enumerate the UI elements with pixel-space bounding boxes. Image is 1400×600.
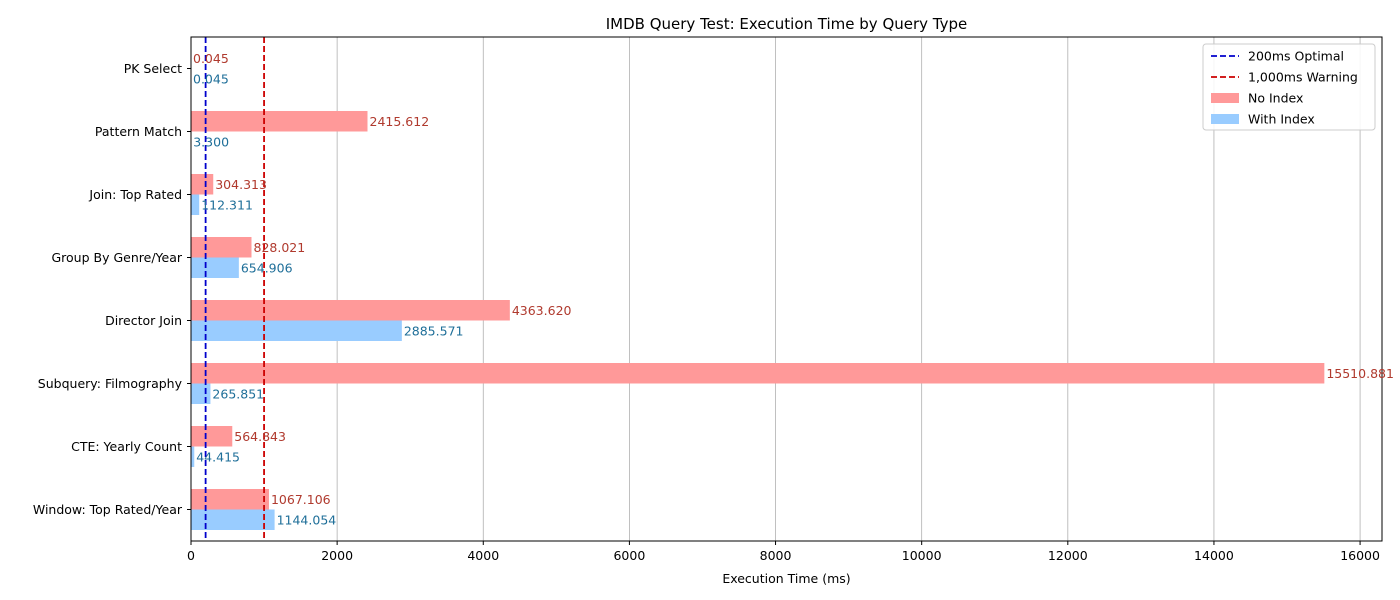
legend-label: No Index [1248, 91, 1303, 106]
data-label: 3.300 [193, 134, 229, 149]
data-label: 564.843 [234, 429, 286, 444]
y-tick-label: PK Select [124, 61, 182, 76]
axes: 0 2000 4000 6000 8000 10000 12000 14000 16000 PK … [33, 61, 1380, 563]
data-label: 1067.106 [271, 492, 331, 507]
bar-no-index [191, 237, 252, 258]
legend-label: With Index [1248, 112, 1315, 127]
data-label: 2885.571 [404, 323, 464, 338]
data-label: 828.021 [254, 240, 306, 255]
legend-box [1202, 43, 1376, 131]
bars [191, 48, 1325, 530]
bar-with-index [191, 320, 402, 341]
x-tick-label: 4000 [467, 548, 499, 563]
x-tick-label: 14000 [1194, 548, 1234, 563]
data-label: 44.415 [196, 449, 240, 464]
plot-frame [190, 36, 1383, 542]
legend-swatch [1211, 93, 1239, 103]
data-label: 1144.054 [277, 512, 337, 527]
bar-no-index [191, 363, 1325, 384]
x-tick-label: 2000 [321, 548, 353, 563]
data-label: 15510.881 [1326, 366, 1394, 381]
legend: 200ms Optimal 1,000ms Warning No Index With… [1202, 43, 1376, 131]
value-labels: 0.045 0.045 2415.612 3.300 304.313 112.311 828… [193, 51, 1394, 528]
y-tick-label: Subquery: Filmography [38, 376, 183, 391]
y-tick-label: Window: Top Rated/Year [33, 502, 183, 517]
x-tick-label: 8000 [760, 548, 792, 563]
data-label: 0.045 [193, 71, 229, 86]
bar-with-index [191, 194, 200, 215]
y-tick-label: Join: Top Rated [88, 187, 182, 202]
legend-label: 1,000ms Warning [1248, 70, 1358, 85]
data-label: 2415.612 [370, 114, 430, 129]
x-tick-label: 0 [187, 548, 195, 563]
data-label: 304.313 [215, 177, 267, 192]
bar-with-index [191, 446, 195, 467]
bar-with-index [191, 509, 275, 530]
y-tick-label: CTE: Yearly Count [71, 439, 182, 454]
legend-swatch [1211, 114, 1239, 124]
legend-label: 200ms Optimal [1248, 49, 1344, 64]
x-axis-title: Execution Time (ms) [722, 571, 850, 586]
bar-no-index [191, 426, 233, 447]
bar-no-index [191, 489, 269, 510]
x-tick-label: 16000 [1340, 548, 1380, 563]
bar-no-index [191, 300, 510, 321]
y-tick-label: Group By Genre/Year [51, 250, 182, 265]
x-tick-label: 10000 [902, 548, 942, 563]
bar-with-index [191, 383, 211, 404]
data-label: 0.045 [193, 51, 229, 66]
data-label: 654.906 [241, 260, 293, 275]
y-tick-label: Director Join [105, 313, 182, 328]
reference-lines [204, 37, 265, 541]
bar-no-index [191, 111, 368, 132]
chart-title: IMDB Query Test: Execution Time by Query… [606, 15, 968, 33]
data-label: 265.851 [212, 386, 264, 401]
bar-with-index [191, 257, 239, 278]
data-label: 4363.620 [512, 303, 572, 318]
x-tick-label: 12000 [1048, 548, 1088, 563]
y-tick-label: Pattern Match [95, 124, 182, 139]
bar-no-index [191, 174, 214, 195]
data-label: 112.311 [201, 197, 253, 212]
x-tick-label: 6000 [613, 548, 645, 563]
